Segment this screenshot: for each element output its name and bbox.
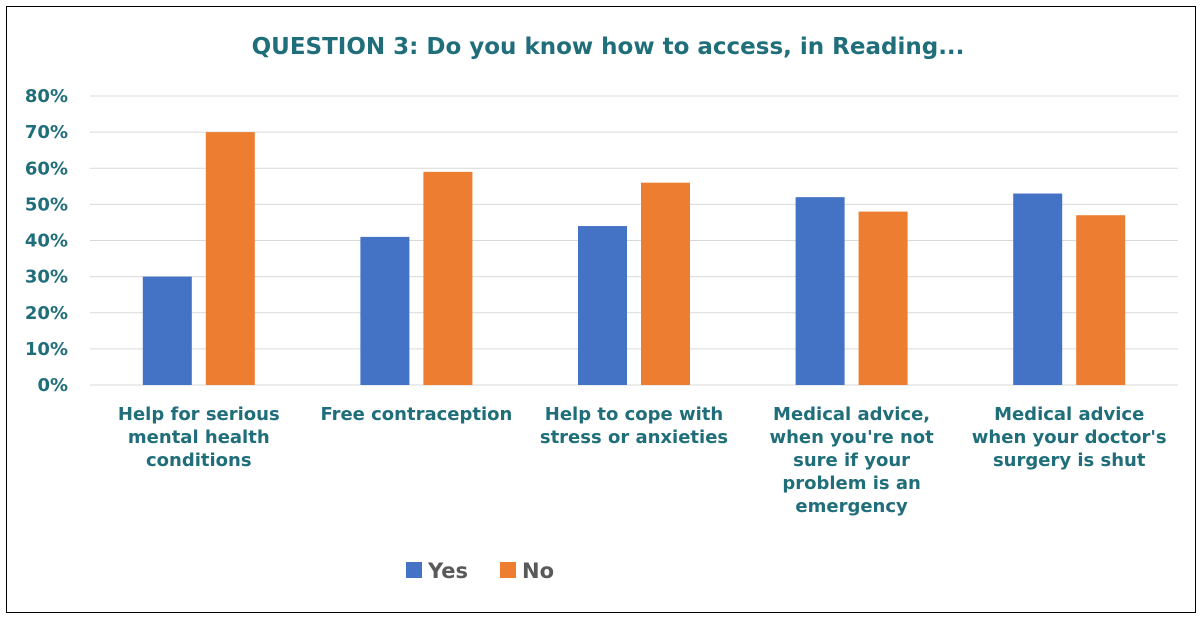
bars — [142, 132, 1126, 385]
legend-swatch-no — [500, 562, 516, 578]
legend-label-no: No — [522, 559, 554, 583]
bar-no — [858, 211, 908, 385]
x-category-label-line: sure if your — [793, 450, 910, 471]
y-tick-label: 30% — [25, 267, 68, 288]
y-tick-label: 70% — [25, 122, 68, 143]
legend-label-yes: Yes — [427, 559, 468, 583]
bar-no — [205, 132, 255, 385]
bar-yes — [142, 276, 192, 385]
x-category-label-line: Medical advice, — [773, 404, 930, 425]
x-category-label-line: stress or anxieties — [540, 427, 728, 448]
gridlines — [90, 95, 1178, 386]
x-category-label-line: mental health — [128, 427, 270, 448]
x-category-label-line: Free contraception — [320, 404, 512, 425]
x-category-label-line: when your doctor's — [972, 427, 1167, 448]
bar-no — [641, 182, 690, 385]
x-axis-categories: Help for serious mental health conditions F… — [118, 404, 1167, 517]
y-tick-label: 0% — [37, 375, 68, 396]
bar-yes — [1013, 193, 1063, 385]
x-category-label-line: conditions — [146, 450, 252, 471]
x-category-label-line: Help to cope with — [545, 404, 723, 425]
x-category-label-line: surgery is shut — [993, 450, 1146, 471]
bar-yes — [360, 236, 410, 385]
chart-title: QUESTION 3: Do you know how to access, i… — [252, 34, 965, 60]
y-tick-label: 50% — [25, 194, 68, 215]
x-category-label-line: problem is an — [782, 473, 921, 494]
x-category-label: Medical advice, when you're not sure if yo… — [769, 404, 934, 517]
x-category-label: Medical advice when your doctor's surgery … — [972, 404, 1167, 471]
legend: Yes No — [406, 559, 554, 583]
y-axis-ticks: 0% 10% 20% 30% 40% 50% 60% 70% 80% — [25, 86, 68, 396]
x-category-label-line: Medical advice — [994, 404, 1144, 425]
y-tick-label: 10% — [25, 339, 68, 360]
x-category-label-line: when you're not — [769, 427, 934, 448]
bar-no — [423, 171, 473, 385]
y-tick-label: 40% — [25, 231, 68, 252]
x-category-label: Help for serious mental health conditions — [118, 404, 280, 471]
bar-yes — [795, 197, 845, 385]
x-category-label: Free contraception — [320, 404, 512, 425]
x-category-label-line: Help for serious — [118, 404, 280, 425]
y-tick-label: 20% — [25, 303, 68, 324]
y-tick-label: 60% — [25, 158, 68, 179]
x-category-label: Help to cope with stress or anxieties — [540, 404, 728, 448]
bar-yes — [578, 226, 627, 385]
bar-no — [1076, 215, 1126, 385]
legend-swatch-yes — [406, 562, 422, 578]
y-tick-label: 80% — [25, 86, 68, 107]
x-category-label-line: emergency — [795, 496, 908, 517]
